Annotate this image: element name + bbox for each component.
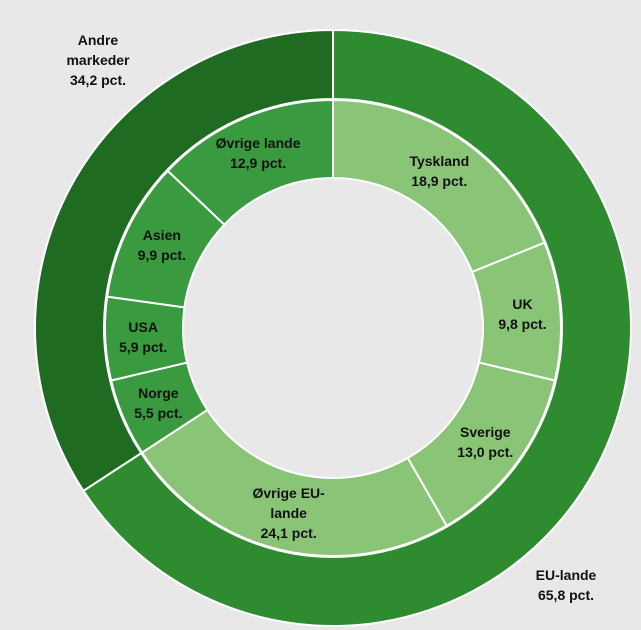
- slice-value: 9,8 pct.: [498, 315, 547, 332]
- slice-name: EU-lande: [535, 567, 597, 583]
- slice-name: Sverige: [460, 423, 511, 440]
- slice-name: Tyskland: [409, 152, 470, 169]
- slice-name: USA: [128, 318, 158, 335]
- slice-label: USA 5,9 pct.: [96, 317, 191, 357]
- slice-value: 9,9 pct.: [137, 247, 186, 264]
- slice-value: 18,9 pct.: [411, 172, 468, 189]
- slice-value: 12,9 pct.: [230, 155, 287, 172]
- slice-label: EU-lande 65,8 pct.: [511, 565, 621, 605]
- slice-name: Norge: [138, 384, 179, 401]
- slice-label: UK 9,8 pct.: [475, 294, 570, 334]
- slice-label: Sverige 13,0 pct.: [438, 422, 533, 462]
- slice-name: Øvrige EU-lande: [252, 484, 325, 521]
- slice-value: 24,1 pct.: [260, 524, 317, 541]
- donut-slice: [166, 98, 334, 227]
- slice-value: 5,9 pct.: [119, 338, 168, 355]
- slice-name: Øvrige lande: [215, 135, 301, 152]
- slice-value: 34,2 pct.: [69, 72, 127, 88]
- slice-label: Tyskland 18,9 pct.: [392, 151, 487, 191]
- donut-slice: [140, 408, 448, 557]
- slice-name: Andre markeder: [66, 32, 130, 68]
- slice-label: Norge 5,5 pct.: [111, 383, 206, 423]
- slice-name: UK: [512, 295, 533, 312]
- slice-name: Asien: [142, 227, 181, 244]
- slice-value: 5,5 pct.: [134, 404, 183, 421]
- slice-label: Andre markeder 34,2 pct.: [53, 30, 143, 90]
- slice-label: Øvrige EU-lande 24,1 pct.: [241, 483, 336, 543]
- slice-value: 13,0 pct.: [457, 443, 514, 460]
- slice-value: 65,8 pct.: [537, 587, 595, 603]
- slice-label: Asien 9,9 pct.: [114, 225, 209, 265]
- slice-label: Øvrige lande 12,9 pct.: [211, 133, 306, 173]
